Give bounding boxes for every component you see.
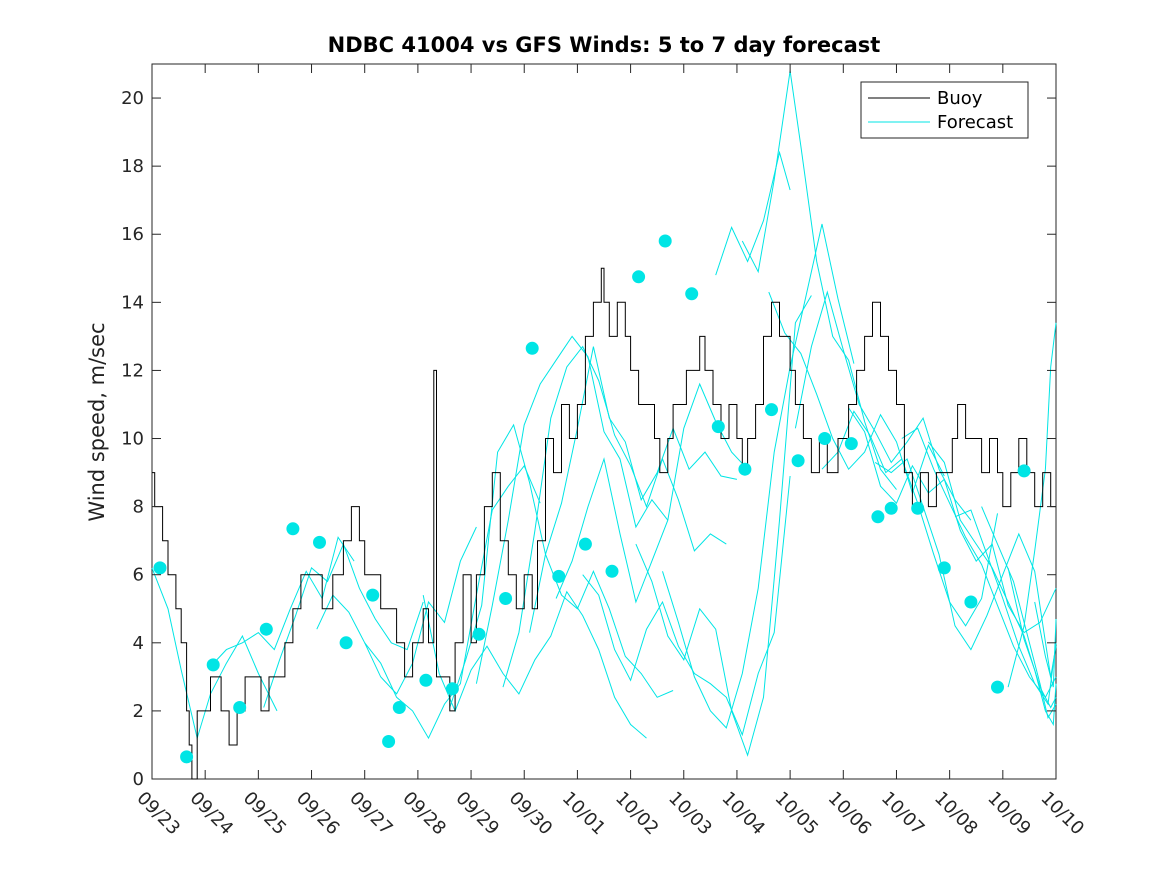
forecast-line-1 bbox=[210, 536, 355, 667]
x-tick-label-4: 09/27 bbox=[345, 788, 397, 840]
y-tick-label-7: 14 bbox=[121, 292, 144, 313]
forecast-line-8 bbox=[502, 345, 727, 688]
x-tick-label-10: 10/03 bbox=[664, 788, 716, 840]
x-tick-label-1: 09/24 bbox=[186, 788, 238, 840]
forecast-marker-8 bbox=[366, 588, 380, 602]
forecast-line-26 bbox=[1034, 601, 1057, 688]
forecast-marker-13 bbox=[472, 627, 486, 641]
forecast-line-23 bbox=[954, 509, 1057, 706]
buoy-line bbox=[152, 267, 1056, 780]
forecast-marker-5 bbox=[286, 522, 300, 536]
forecast-marker-2 bbox=[206, 658, 220, 672]
y-tick-label-10: 20 bbox=[121, 88, 144, 109]
chart-title: NDBC 41004 vs GFS Winds: 5 to 7 day fore… bbox=[328, 33, 881, 57]
y-tick-label-4: 8 bbox=[133, 497, 144, 518]
x-tick-label-12: 10/05 bbox=[771, 788, 823, 840]
forecast-marker-28 bbox=[871, 510, 885, 524]
y-tick-label-2: 4 bbox=[133, 633, 144, 654]
y-tick-label-1: 2 bbox=[133, 701, 144, 722]
forecast-line-16 bbox=[768, 291, 945, 495]
forecast-marker-12 bbox=[445, 682, 459, 696]
forecast-marker-30 bbox=[911, 501, 925, 515]
x-tick-label-7: 09/30 bbox=[505, 788, 557, 840]
forecast-marker-23 bbox=[738, 462, 752, 476]
forecast-marker-20 bbox=[658, 234, 672, 248]
y-tick-label-0: 0 bbox=[133, 769, 144, 790]
forecast-series bbox=[151, 70, 1057, 757]
forecast-marker-6 bbox=[313, 535, 326, 549]
legend-label-buoy: Buoy bbox=[937, 88, 983, 109]
y-tick-label-6: 12 bbox=[121, 360, 144, 381]
forecast-marker-14 bbox=[499, 592, 513, 605]
forecast-line-20 bbox=[874, 458, 1057, 677]
forecast-line-18 bbox=[821, 410, 998, 627]
x-tick-label-14: 10/07 bbox=[877, 788, 929, 840]
y-tick-label-9: 18 bbox=[121, 156, 144, 177]
forecast-marker-31 bbox=[937, 561, 951, 575]
forecast-marker-7 bbox=[339, 636, 353, 650]
forecast-line-27 bbox=[1007, 322, 1057, 688]
legend-label-forecast: Forecast bbox=[937, 112, 1013, 133]
forecast-marker-25 bbox=[791, 454, 805, 468]
forecast-line-15 bbox=[741, 70, 897, 490]
forecast-line-17 bbox=[794, 290, 972, 521]
x-tick-label-5: 09/28 bbox=[398, 788, 450, 840]
forecast-marker-33 bbox=[991, 680, 1004, 694]
x-tick-label-8: 10/01 bbox=[558, 788, 610, 840]
forecast-marker-26 bbox=[818, 432, 832, 445]
forecast-line-22 bbox=[928, 441, 1057, 709]
y-axis-label: Wind speed, m/sec bbox=[85, 322, 109, 521]
forecast-marker-16 bbox=[552, 569, 566, 583]
y-tick-label-3: 6 bbox=[133, 565, 144, 586]
x-tick-label-0: 09/23 bbox=[132, 788, 184, 840]
x-tick-label-3: 09/26 bbox=[292, 788, 344, 840]
forecast-markers bbox=[153, 234, 1031, 764]
forecast-line-3 bbox=[316, 526, 477, 695]
forecast-line-14 bbox=[715, 150, 791, 276]
x-tick-label-13: 10/06 bbox=[824, 788, 876, 840]
buoy-series bbox=[152, 267, 1056, 780]
forecast-line-5 bbox=[422, 590, 647, 739]
forecast-marker-27 bbox=[844, 437, 858, 451]
legend: Buoy Forecast bbox=[860, 81, 1029, 139]
x-tick-label-15: 10/08 bbox=[930, 788, 982, 840]
forecast-marker-34 bbox=[1017, 464, 1031, 478]
x-tick-label-17: 10/10 bbox=[1036, 788, 1088, 840]
forecast-line-13 bbox=[662, 223, 855, 729]
forecast-line-24 bbox=[981, 506, 1057, 720]
forecast-marker-24 bbox=[765, 403, 778, 417]
x-tick-label-16: 10/09 bbox=[983, 788, 1035, 840]
y-tick-label-5: 10 bbox=[121, 429, 144, 450]
forecast-line-7 bbox=[475, 335, 669, 684]
plot-frame bbox=[151, 63, 1057, 780]
legend-box bbox=[860, 81, 1029, 139]
x-tick-label-9: 10/02 bbox=[611, 788, 663, 840]
forecast-marker-3 bbox=[233, 701, 247, 714]
forecast-line-12 bbox=[635, 295, 812, 757]
forecast-marker-0 bbox=[153, 561, 167, 575]
x-tick-label-2: 09/25 bbox=[239, 788, 291, 840]
forecast-marker-1 bbox=[180, 750, 194, 764]
forecast-marker-21 bbox=[685, 287, 699, 301]
forecast-line-25 bbox=[1007, 567, 1057, 727]
forecast-marker-17 bbox=[578, 537, 592, 551]
forecast-marker-19 bbox=[632, 270, 646, 284]
x-tick-label-6: 09/29 bbox=[452, 788, 504, 840]
forecast-marker-9 bbox=[382, 735, 396, 748]
forecast-marker-15 bbox=[525, 341, 539, 355]
forecast-line-9 bbox=[529, 346, 738, 633]
forecast-marker-4 bbox=[259, 622, 273, 636]
forecast-line-11 bbox=[582, 475, 791, 737]
y-tick-label-8: 16 bbox=[121, 224, 144, 245]
forecast-marker-29 bbox=[884, 501, 898, 515]
forecast-line-6 bbox=[449, 423, 674, 708]
x-tick-label-11: 10/04 bbox=[717, 788, 769, 840]
forecast-marker-10 bbox=[392, 701, 406, 714]
forecast-marker-22 bbox=[711, 420, 725, 434]
forecast-marker-18 bbox=[605, 564, 619, 578]
forecast-marker-11 bbox=[419, 673, 433, 687]
forecast-marker-32 bbox=[964, 595, 978, 609]
